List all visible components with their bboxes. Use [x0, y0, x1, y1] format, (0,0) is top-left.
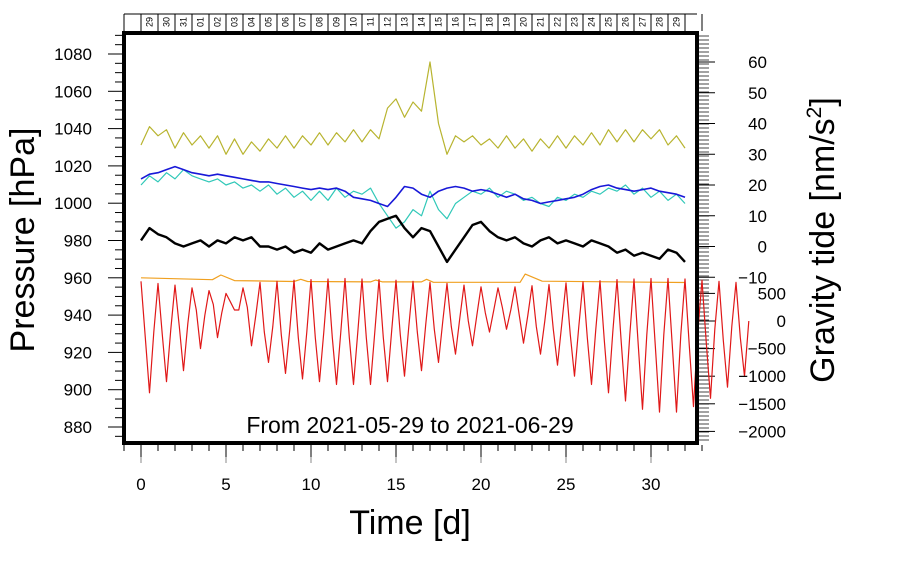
y-left-tick-label: 940 — [64, 306, 92, 325]
y-right-lower-tick-label: −500 — [748, 340, 786, 359]
y-left-tick-label: 1000 — [54, 194, 92, 213]
top-day-label: 29 — [672, 17, 682, 27]
y-right-upper-tick-label: −10 — [738, 268, 767, 287]
top-day-label: 25 — [604, 17, 614, 27]
top-day-label: 29 — [145, 17, 155, 27]
y-left-tick-label: 960 — [64, 269, 92, 288]
y-right-upper-tick-label: 20 — [748, 176, 767, 195]
top-day-label: 09 — [332, 17, 342, 27]
y-axis-title-right-close: ] — [804, 97, 842, 106]
y-right-lower-tick-label: 0 — [777, 312, 786, 331]
x-tick-label: 10 — [302, 475, 321, 494]
top-day-label: 19 — [502, 17, 512, 27]
top-day-label: 28 — [655, 17, 665, 27]
x-tick-label: 5 — [221, 475, 230, 494]
top-day-label: 12 — [383, 17, 393, 27]
top-day-label: 26 — [621, 17, 631, 27]
plot-frame — [122, 31, 699, 445]
x-tick-label: 25 — [557, 475, 576, 494]
y-right-upper-tick-label: 40 — [748, 115, 767, 134]
y-axis-title-right-sup: 2 — [803, 107, 826, 119]
top-day-label: 02 — [213, 17, 223, 27]
y-right-upper-tick-label: 60 — [748, 53, 767, 72]
x-axis-title: Time [d] — [349, 504, 471, 542]
top-day-label: 31 — [179, 17, 189, 27]
top-day-label: 13 — [400, 17, 410, 27]
annotation-date-range: From 2021-05-29 to 2021-06-29 — [246, 412, 573, 438]
top-day-label: 04 — [247, 17, 257, 27]
top-day-label: 17 — [468, 17, 478, 27]
top-day-label: 27 — [638, 17, 648, 27]
y-right-upper-tick-label: 10 — [748, 207, 767, 226]
series-line-0 — [140, 61, 686, 155]
y-axis-title-right-base: Gravity tide [nm/s — [804, 118, 842, 383]
top-day-label: 03 — [230, 17, 240, 27]
top-day-label: 16 — [451, 17, 461, 27]
top-day-label: 10 — [349, 17, 359, 27]
axis-ticks — [108, 13, 715, 463]
y-left-tick-label: 1020 — [54, 157, 92, 176]
y-left-tick-label: 1080 — [54, 45, 92, 64]
y-left-tick-label: 1040 — [54, 120, 92, 139]
series-line-5 — [140, 277, 750, 413]
top-day-label: 06 — [281, 17, 291, 27]
series-line-3 — [140, 214, 686, 264]
top-day-label: 14 — [417, 17, 427, 27]
x-tick-label: 20 — [472, 475, 491, 494]
y-left-tick-label: 1060 — [54, 82, 92, 101]
top-day-label: 01 — [196, 17, 206, 27]
top-day-label: 15 — [434, 17, 444, 27]
top-day-label: 21 — [536, 17, 546, 27]
y-right-upper-tick-label: 50 — [748, 84, 767, 103]
y-right-lower-tick-label: −1500 — [738, 395, 786, 414]
y-left-tick-label: 980 — [64, 232, 92, 251]
y-right-upper-tick-label: 30 — [748, 145, 767, 164]
top-day-label: 22 — [553, 17, 563, 27]
x-tick-label: 0 — [136, 475, 145, 494]
top-day-label: 11 — [366, 17, 376, 26]
y-right-upper-tick-label: 0 — [758, 238, 767, 257]
x-tick-label: 30 — [642, 475, 661, 494]
top-day-label: 07 — [298, 17, 308, 27]
top-day-label: 24 — [587, 17, 597, 27]
top-day-label: 05 — [264, 17, 274, 27]
top-day-label: 18 — [485, 17, 495, 27]
y-left-tick-label: 900 — [64, 381, 92, 400]
y-right-lower-tick-label: 500 — [758, 284, 786, 303]
series-line-2 — [140, 165, 686, 208]
y-axis-title-left: Pressure [hPa] — [4, 128, 42, 353]
y-left-tick-label: 880 — [64, 418, 92, 437]
top-day-label: 08 — [315, 17, 325, 27]
top-day-label: 30 — [162, 17, 172, 27]
y-right-lower-tick-label: −1000 — [738, 367, 786, 386]
y-right-lower-tick-label: −2000 — [738, 422, 786, 441]
top-day-label: 20 — [519, 17, 529, 27]
series-line-1 — [140, 169, 686, 229]
series-layer — [140, 61, 750, 413]
y-axis-title-right: Gravity tide [nm/s2] — [803, 97, 842, 383]
y-left-tick-label: 920 — [64, 343, 92, 362]
x-tick-label: 15 — [387, 475, 406, 494]
top-day-label: 23 — [570, 17, 580, 27]
